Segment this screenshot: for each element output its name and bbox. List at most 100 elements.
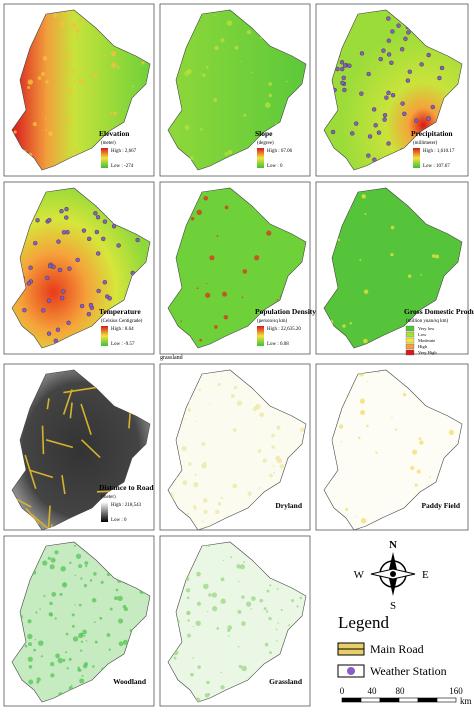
- panel-title: Temperature: [99, 307, 141, 316]
- texture-dot: [108, 648, 111, 651]
- high-label: High : 1,610.17: [423, 149, 455, 154]
- texture-dot: [251, 71, 254, 74]
- texture-dot: [204, 693, 210, 698]
- texture-dot: [208, 593, 212, 597]
- weather-station: [386, 16, 391, 21]
- texture-dot: [141, 61, 145, 65]
- texture-dot: [40, 71, 46, 77]
- weather-station: [400, 101, 405, 106]
- weather-station: [396, 23, 401, 28]
- texture-dot: [49, 564, 55, 570]
- texture-dot: [116, 65, 120, 69]
- texture-dot: [299, 596, 303, 600]
- texture-dot: [269, 473, 273, 478]
- weather-station: [347, 63, 352, 68]
- scale-segment: [360, 697, 381, 703]
- texture-dot: [187, 633, 191, 638]
- color-ramp: [101, 326, 108, 346]
- map: [167, 187, 307, 349]
- texture-dot: [71, 684, 73, 686]
- texture-dot: [199, 338, 203, 342]
- weather-station: [47, 217, 52, 223]
- weather-station: [46, 298, 52, 303]
- texture-dot: [100, 580, 104, 584]
- texture-dot: [118, 641, 124, 647]
- panel-title: Population Density: [255, 307, 316, 316]
- map-panel: Precipitation (millimeter) High : 1,610.17…: [315, 3, 469, 177]
- texture-dot: [419, 440, 424, 445]
- texture-dot: [79, 649, 83, 652]
- texture-dot: [39, 608, 41, 610]
- texture-dot: [360, 517, 367, 524]
- weather-station: [47, 263, 53, 269]
- texture-dot: [214, 325, 218, 329]
- texture-dot: [220, 598, 226, 604]
- texture-dot: [110, 50, 117, 57]
- map-panel: Grassland: [159, 535, 311, 707]
- texture-dot: [77, 668, 81, 672]
- texture-dot: [83, 634, 86, 637]
- texture-dot: [209, 403, 211, 405]
- texture-dot: [82, 663, 88, 669]
- texture-dot: [28, 665, 33, 669]
- texture-dot: [230, 393, 235, 398]
- weather-station: [59, 208, 64, 214]
- panel-title: Elevation: [99, 129, 130, 138]
- texture-dot: [59, 592, 63, 596]
- weather-station: [384, 95, 389, 100]
- texture-dot: [402, 393, 407, 397]
- weather-station: [41, 308, 46, 313]
- weather-station: [330, 129, 336, 135]
- texture-dot: [187, 619, 190, 622]
- road: [80, 403, 92, 436]
- texture-dot: [203, 509, 208, 514]
- texture-dot: [214, 45, 219, 51]
- texture-dot: [28, 642, 32, 647]
- class-label: Very High: [418, 350, 437, 355]
- scale-segment: [398, 697, 419, 703]
- road: [61, 474, 66, 495]
- texture-dot: [416, 469, 421, 474]
- weather-station: [64, 206, 69, 212]
- weather-station: [426, 52, 431, 58]
- weather-station: [386, 52, 392, 57]
- texture-dot: [170, 493, 174, 497]
- weather-station: [35, 218, 40, 223]
- texture-dot: [70, 22, 77, 29]
- color-ramp: [101, 502, 108, 522]
- map: [11, 9, 151, 171]
- weather-station: [382, 117, 387, 122]
- texture-dot: [200, 128, 203, 131]
- texture-dot: [60, 565, 66, 572]
- weather-station: [372, 157, 377, 162]
- texture-dot: [203, 461, 207, 465]
- texture-dot: [47, 556, 51, 560]
- texture-dot: [241, 595, 245, 599]
- weather-station: [405, 78, 411, 83]
- texture-dot: [271, 433, 275, 438]
- texture-dot: [80, 640, 84, 643]
- weather-station: [57, 267, 63, 273]
- texture-dot: [27, 656, 33, 662]
- texture-dot: [78, 603, 82, 607]
- weather-station: [86, 311, 92, 317]
- texture-dot: [213, 98, 218, 102]
- weather-station: [390, 29, 395, 34]
- texture-dot: [45, 80, 49, 84]
- texture-dot: [24, 644, 28, 648]
- weather-station: [46, 331, 52, 336]
- texture-dot: [65, 632, 69, 636]
- weather-station: [55, 327, 61, 332]
- weather-station: [28, 265, 33, 270]
- texture: [327, 191, 456, 344]
- color-ramp: [257, 326, 264, 346]
- texture-dot: [190, 217, 195, 221]
- texture-dot: [275, 640, 278, 642]
- texture-dot: [34, 639, 37, 641]
- scale-label: 160: [449, 686, 463, 696]
- texture-dot: [186, 596, 190, 600]
- weather-station: [45, 275, 50, 281]
- texture-dot: [27, 79, 34, 85]
- class-label: Very low: [418, 326, 435, 331]
- texture-dot: [241, 621, 246, 626]
